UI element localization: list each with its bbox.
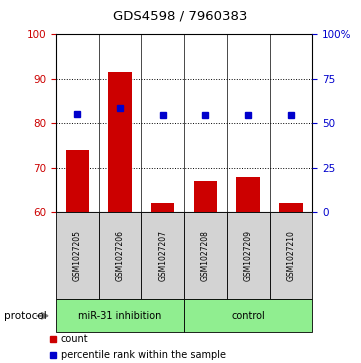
Text: percentile rank within the sample: percentile rank within the sample (61, 350, 226, 360)
Text: GSM1027206: GSM1027206 (116, 231, 125, 281)
Text: GSM1027209: GSM1027209 (244, 231, 253, 281)
Text: GSM1027210: GSM1027210 (286, 231, 295, 281)
Bar (108, 72, 132, 212)
Text: GDS4598 / 7960383: GDS4598 / 7960383 (113, 9, 248, 22)
Bar (142, 212, 184, 299)
Text: protocol: protocol (4, 311, 46, 321)
Bar (184, 212, 227, 299)
Text: GSM1027208: GSM1027208 (201, 231, 210, 281)
Bar (151, 203, 174, 212)
Bar (56, 212, 99, 299)
Text: GSM1027205: GSM1027205 (73, 231, 82, 281)
Bar (99, 212, 142, 299)
Bar (194, 181, 217, 212)
Bar (270, 212, 312, 299)
Bar (184, 299, 312, 332)
Bar (236, 177, 260, 212)
Bar (227, 212, 270, 299)
Bar (279, 203, 303, 212)
Text: GSM1027207: GSM1027207 (158, 231, 167, 281)
Bar (66, 150, 89, 212)
Text: control: control (231, 311, 265, 321)
Text: miR-31 inhibition: miR-31 inhibition (78, 311, 162, 321)
Text: count: count (61, 334, 88, 344)
Bar (56, 299, 184, 332)
